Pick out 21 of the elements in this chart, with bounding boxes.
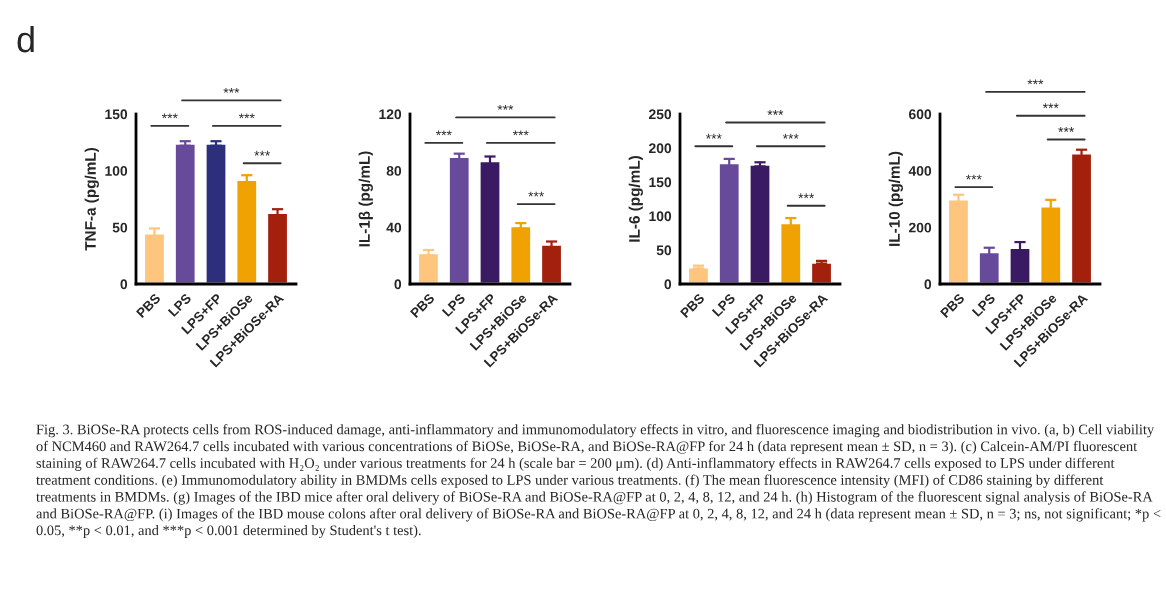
bar [142, 231, 167, 284]
bar [1007, 246, 1033, 284]
bar [686, 265, 711, 284]
bar [778, 221, 803, 284]
bar [717, 161, 742, 284]
bar [265, 211, 290, 284]
bar [173, 142, 198, 284]
bar [234, 178, 259, 284]
bar [977, 250, 1002, 284]
bar [1038, 204, 1063, 284]
bar [747, 162, 773, 284]
bar [946, 197, 971, 284]
bar [447, 155, 472, 284]
chart-title: d [17, 25, 34, 53]
bar [477, 159, 503, 284]
bar [539, 242, 564, 284]
bar [416, 251, 441, 284]
bar [508, 224, 533, 284]
bar [203, 142, 229, 284]
bar [1069, 151, 1094, 284]
bar [809, 260, 834, 284]
